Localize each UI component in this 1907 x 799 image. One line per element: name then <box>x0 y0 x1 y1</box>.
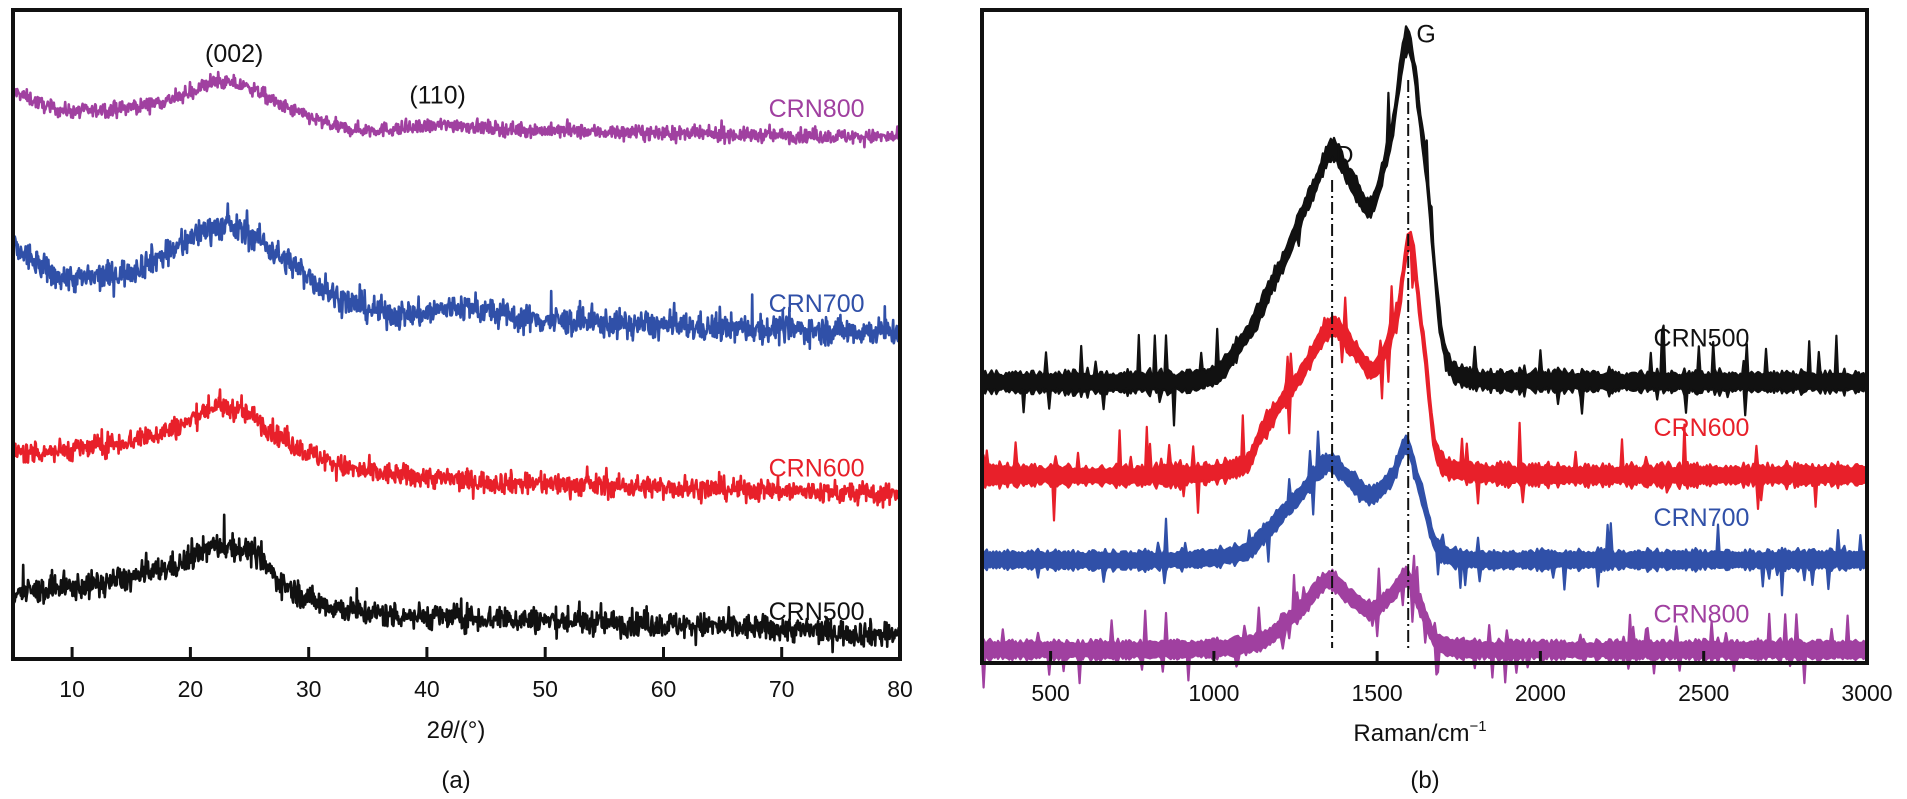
annotation-002: (002) <box>205 40 263 68</box>
raman-x-axis-title-sup: −1 <box>1469 718 1486 735</box>
xrd-x-axis-title-symbol: θ <box>440 717 453 744</box>
xrd-label-crn800: CRN800 <box>769 95 865 123</box>
raman-panel: 500 1000 1500 2000 2500 3000 CRN500 CRN600 CRN7… <box>980 8 1893 794</box>
xrd-label-crn500: CRN500 <box>769 598 865 626</box>
raman-label-crn600: CRN600 <box>1654 414 1750 442</box>
xrd-plot-frame <box>11 8 902 661</box>
xrd-x-ticks <box>70 647 902 659</box>
xrd-series-crn800 <box>11 70 902 149</box>
x-tick-label: 20 <box>178 676 204 702</box>
x-tick-label: 10 <box>59 676 85 702</box>
xrd-x-tick-labels: 10 20 30 40 50 60 70 80 <box>59 676 912 702</box>
raman-label-crn700: CRN700 <box>1654 504 1750 532</box>
raman-label-crn800: CRN800 <box>1654 601 1750 629</box>
x-tick-label: 70 <box>769 676 795 702</box>
xrd-series-group <box>11 70 902 654</box>
xrd-series-crn600 <box>11 388 902 509</box>
x-tick-label: 60 <box>651 676 677 702</box>
annotation-d: D <box>1335 142 1353 170</box>
xrd-label-crn600: CRN600 <box>769 455 865 483</box>
raman-reference-lines <box>1331 80 1410 648</box>
xrd-x-axis-title-prefix: 2 <box>427 717 440 744</box>
x-tick-label: 1500 <box>1352 680 1403 706</box>
raman-plot-frame <box>980 8 1869 665</box>
x-tick-label: 80 <box>887 676 913 702</box>
raman-label-crn500: CRN500 <box>1654 324 1750 352</box>
annotation-g: G <box>1416 21 1435 49</box>
xrd-x-axis-title: 2θ/(°) <box>427 717 486 744</box>
x-tick-label: 2500 <box>1678 680 1729 706</box>
x-tick-label: 1000 <box>1188 680 1239 706</box>
raman-x-axis-title: Raman/cm−1 <box>1353 718 1486 747</box>
raman-annotations: DG <box>1335 21 1435 170</box>
xrd-series-crn500 <box>11 513 901 654</box>
xrd-series-labels: CRN800 CRN700 CRN600 CRN500 <box>769 95 865 626</box>
raman-x-axis-title-text: Raman/cm <box>1353 720 1469 747</box>
xrd-annotations: (002) (110) <box>205 40 466 110</box>
raman-series-labels: CRN500 CRN600 CRN700 CRN800 <box>1654 324 1750 628</box>
x-tick-label: 3000 <box>1841 680 1892 706</box>
raman-x-tick-labels: 500 1000 1500 2000 2500 3000 <box>1031 680 1892 706</box>
raman-series-group <box>980 25 1868 689</box>
annotation-110: (110) <box>409 82 466 110</box>
xrd-x-axis-title-suffix: /(°) <box>453 717 485 744</box>
xrd-panel: 10 20 30 40 50 60 70 80 CRN800 CRN700 CRN600 CRN50… <box>11 8 913 794</box>
x-tick-label: 500 <box>1031 680 1069 706</box>
xrd-label-crn700: CRN700 <box>769 290 865 318</box>
raman-panel-label: (b) <box>1410 767 1439 794</box>
x-tick-label: 2000 <box>1515 680 1566 706</box>
xrd-panel-label: (a) <box>441 767 470 794</box>
raman-x-ticks <box>1049 651 1869 663</box>
x-tick-label: 30 <box>296 676 322 702</box>
xrd-series-crn700 <box>11 202 902 350</box>
x-tick-label: 50 <box>532 676 558 702</box>
x-tick-label: 40 <box>414 676 440 702</box>
